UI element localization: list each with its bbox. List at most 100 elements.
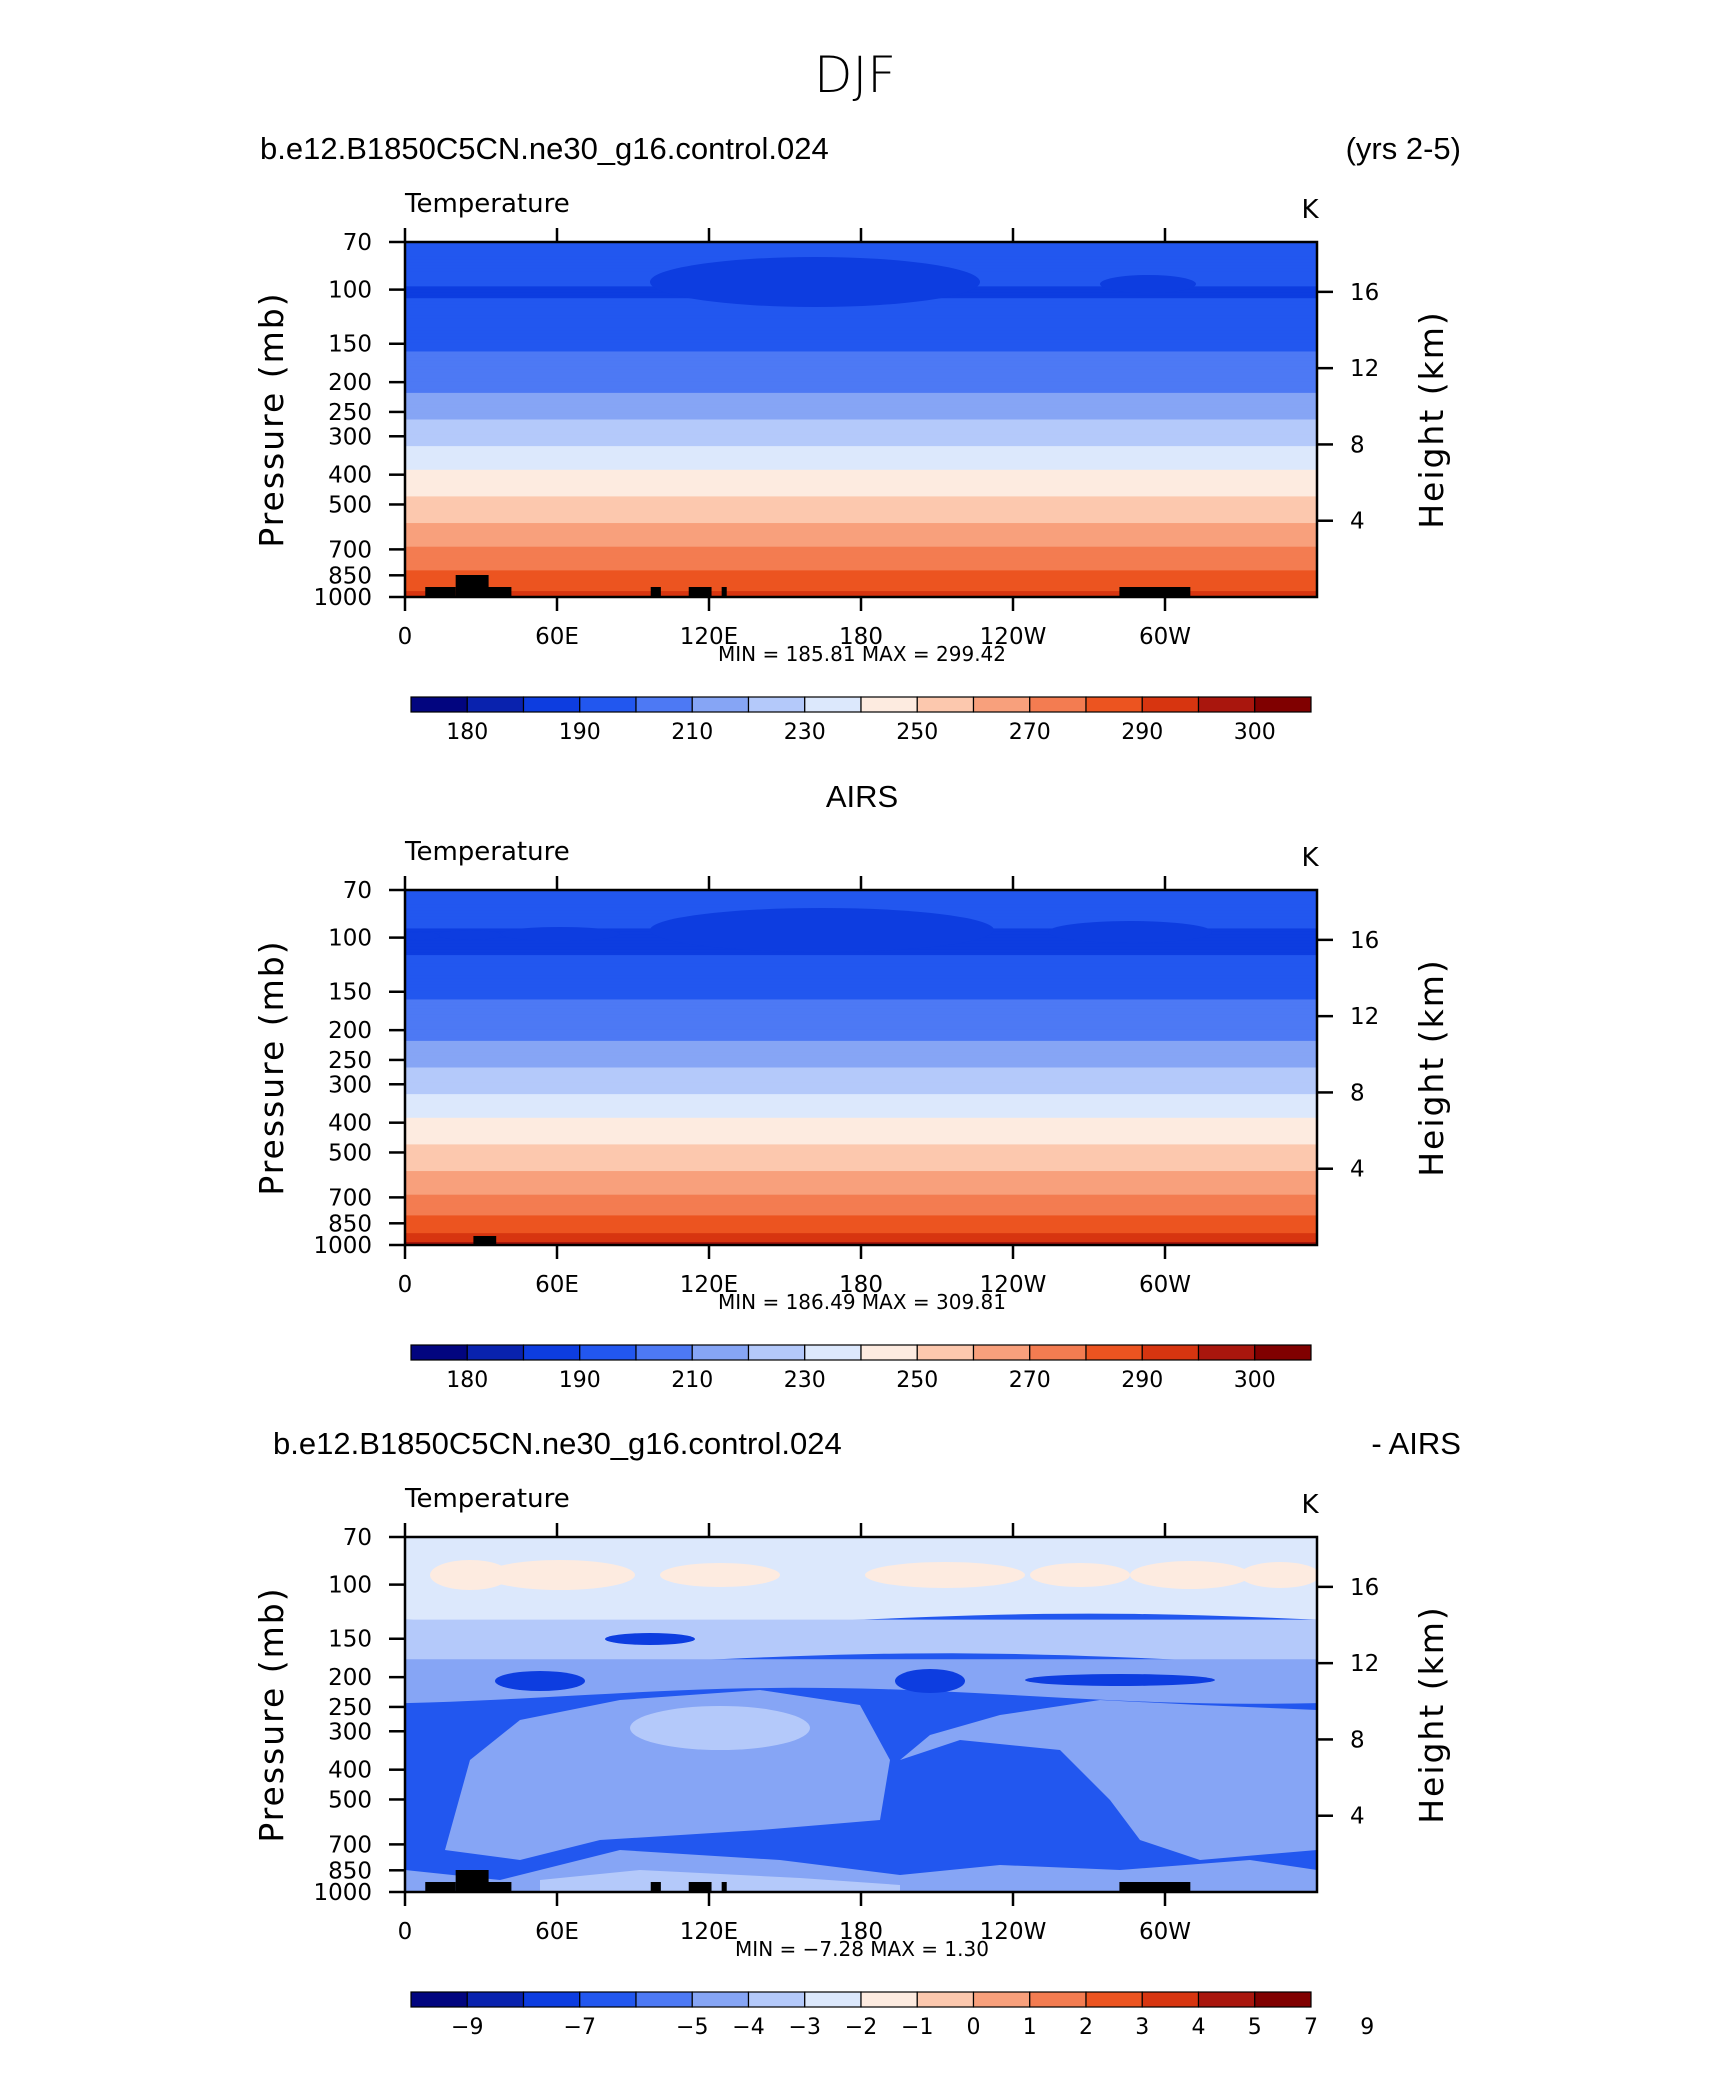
colorbar-label: 250 xyxy=(896,1368,938,1393)
y-tick-label: 100 xyxy=(328,926,372,952)
colorbar-swatch xyxy=(466,696,525,713)
contour-band xyxy=(405,987,1317,992)
colorbar-label: 230 xyxy=(784,1368,826,1393)
contour-band xyxy=(405,898,1317,903)
contour-band xyxy=(405,404,1317,409)
contour-band xyxy=(405,499,1317,504)
contour-band xyxy=(405,1008,1317,1013)
contour-band xyxy=(405,351,1317,356)
y-tick-label: 1000 xyxy=(313,585,372,611)
contour-band xyxy=(405,993,1317,998)
contour-band xyxy=(405,1203,1317,1208)
contour-band xyxy=(405,253,1317,258)
contour-field xyxy=(405,890,1317,1245)
contour-band xyxy=(405,1111,1317,1116)
contour-band xyxy=(405,378,1317,382)
terrain-mask xyxy=(650,587,661,597)
colorbar-label: 1 xyxy=(1023,2015,1037,2040)
colorbar-swatch xyxy=(1029,1344,1087,1361)
colorbar-swatch xyxy=(916,696,975,713)
contour-band xyxy=(405,1537,1317,1626)
contour-band xyxy=(405,1176,1317,1181)
contour-band xyxy=(405,437,1317,442)
colorbar-swatch xyxy=(860,696,918,713)
x-tick-label: 60E xyxy=(535,1272,579,1298)
contour-band xyxy=(405,549,1317,554)
contour-band xyxy=(405,540,1317,545)
contour-band xyxy=(405,360,1317,365)
y-tick-label: 150 xyxy=(328,1627,372,1653)
contour-band xyxy=(405,534,1317,539)
contour-band xyxy=(405,384,1317,388)
x-tick-label: 60W xyxy=(1139,624,1191,650)
colorbar-swatch xyxy=(579,1991,637,2008)
contour-band xyxy=(405,1058,1317,1063)
contour-band xyxy=(405,336,1317,341)
contour-band xyxy=(405,1005,1317,1010)
colorbar-swatch xyxy=(522,1991,581,2008)
contour-band xyxy=(405,1100,1317,1104)
height-tick-label: 16 xyxy=(1350,280,1379,306)
cold-core-contour xyxy=(650,257,980,307)
contour-band xyxy=(405,496,1317,501)
colorbar-label: −1 xyxy=(901,2015,933,2040)
contour-band xyxy=(405,244,1317,249)
contour-band xyxy=(405,375,1317,379)
contour-band xyxy=(405,1188,1317,1193)
y-tick-label: 300 xyxy=(328,1719,372,1745)
x-tick-label: 0 xyxy=(398,624,413,650)
colorbar-swatch xyxy=(691,696,750,713)
contour-band xyxy=(405,543,1317,548)
colorbar-swatch xyxy=(1029,696,1087,713)
colorbar-swatch xyxy=(804,696,862,713)
contour-band xyxy=(405,345,1317,350)
contour-field xyxy=(405,242,1317,597)
x-tick-label: 180 xyxy=(839,1919,883,1945)
contour-band xyxy=(405,996,1317,1001)
colorbar-label: 7 xyxy=(1304,2015,1318,2040)
contour-band xyxy=(405,591,1317,595)
y2-axis-title: Height (km) xyxy=(1412,1605,1451,1824)
colorbar-label: −3 xyxy=(789,2015,821,2040)
terrain-mask xyxy=(455,575,489,597)
contour-band xyxy=(405,1085,1317,1090)
contour-band xyxy=(405,401,1317,406)
height-tick-label: 8 xyxy=(1350,1080,1365,1106)
x-tick-label: 60E xyxy=(535,624,579,650)
contour-band xyxy=(405,1073,1317,1078)
contour-band xyxy=(405,327,1317,332)
stats-text: MIN = 186.49 MAX = 309.81 xyxy=(718,1290,1006,1314)
stats-text: MIN = 185.81 MAX = 299.42 xyxy=(718,642,1006,666)
contour-band xyxy=(405,1206,1317,1211)
y-tick-label: 400 xyxy=(328,1111,372,1137)
height-tick-label: 4 xyxy=(1350,1157,1365,1183)
colorbar-swatch xyxy=(860,1991,918,2008)
colorbar-label: 5 xyxy=(1248,2015,1262,2040)
y-tick-label: 250 xyxy=(328,1048,372,1074)
y-tick-label: 300 xyxy=(328,424,372,450)
contour-band xyxy=(405,487,1317,492)
negative-anomaly-contour xyxy=(605,1633,695,1645)
contour-band xyxy=(405,1132,1317,1137)
contour-band xyxy=(405,508,1317,513)
contour-band xyxy=(405,318,1317,323)
contour-band xyxy=(405,511,1317,515)
colorbar-label: 3 xyxy=(1135,2015,1149,2040)
contour-band xyxy=(405,1052,1317,1057)
contour-band xyxy=(405,1103,1317,1107)
contour-band xyxy=(405,422,1317,427)
colorbar-swatch xyxy=(635,1344,693,1361)
contour-band xyxy=(405,975,1317,980)
contour-band xyxy=(405,1105,1317,1110)
contour-band xyxy=(405,961,1317,965)
y2-axis-title: Height (km) xyxy=(1412,958,1451,1177)
contour-band xyxy=(405,1023,1317,1027)
colorbar-label: 290 xyxy=(1121,1368,1163,1393)
negative-anomaly-contour xyxy=(895,1669,965,1693)
contour-band xyxy=(405,425,1317,430)
contour-band xyxy=(405,1064,1317,1069)
contour-band xyxy=(405,416,1317,421)
terrain-mask xyxy=(721,1882,727,1892)
contour-band xyxy=(405,969,1317,974)
